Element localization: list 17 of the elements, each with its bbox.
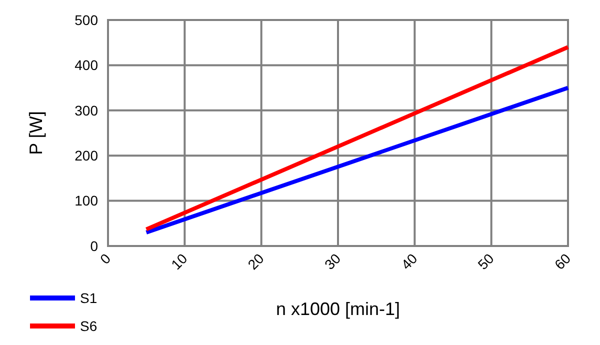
y-tick-label: 500	[74, 12, 98, 28]
x-tick-label: 0	[96, 250, 114, 268]
y-axis-title: P [W]	[26, 111, 46, 155]
y-tick-label: 300	[74, 102, 98, 118]
y-tick-label: 100	[74, 192, 98, 209]
legend-label: S6	[80, 318, 98, 334]
x-tick-label: 40	[398, 250, 420, 273]
x-tick-label: 50	[474, 250, 498, 273]
x-tick-label: 10	[168, 250, 190, 273]
legend-label: S1	[80, 290, 98, 306]
x-tick-label: 60	[551, 250, 574, 273]
x-axis-title: n x1000 [min-1]	[276, 299, 400, 319]
y-tick-label: 0	[90, 238, 98, 254]
x-tick-label: 20	[244, 250, 268, 273]
x-tick-label: 30	[321, 250, 344, 273]
y-tick-label: 200	[74, 148, 98, 164]
y-tick-label: 400	[74, 57, 98, 74]
